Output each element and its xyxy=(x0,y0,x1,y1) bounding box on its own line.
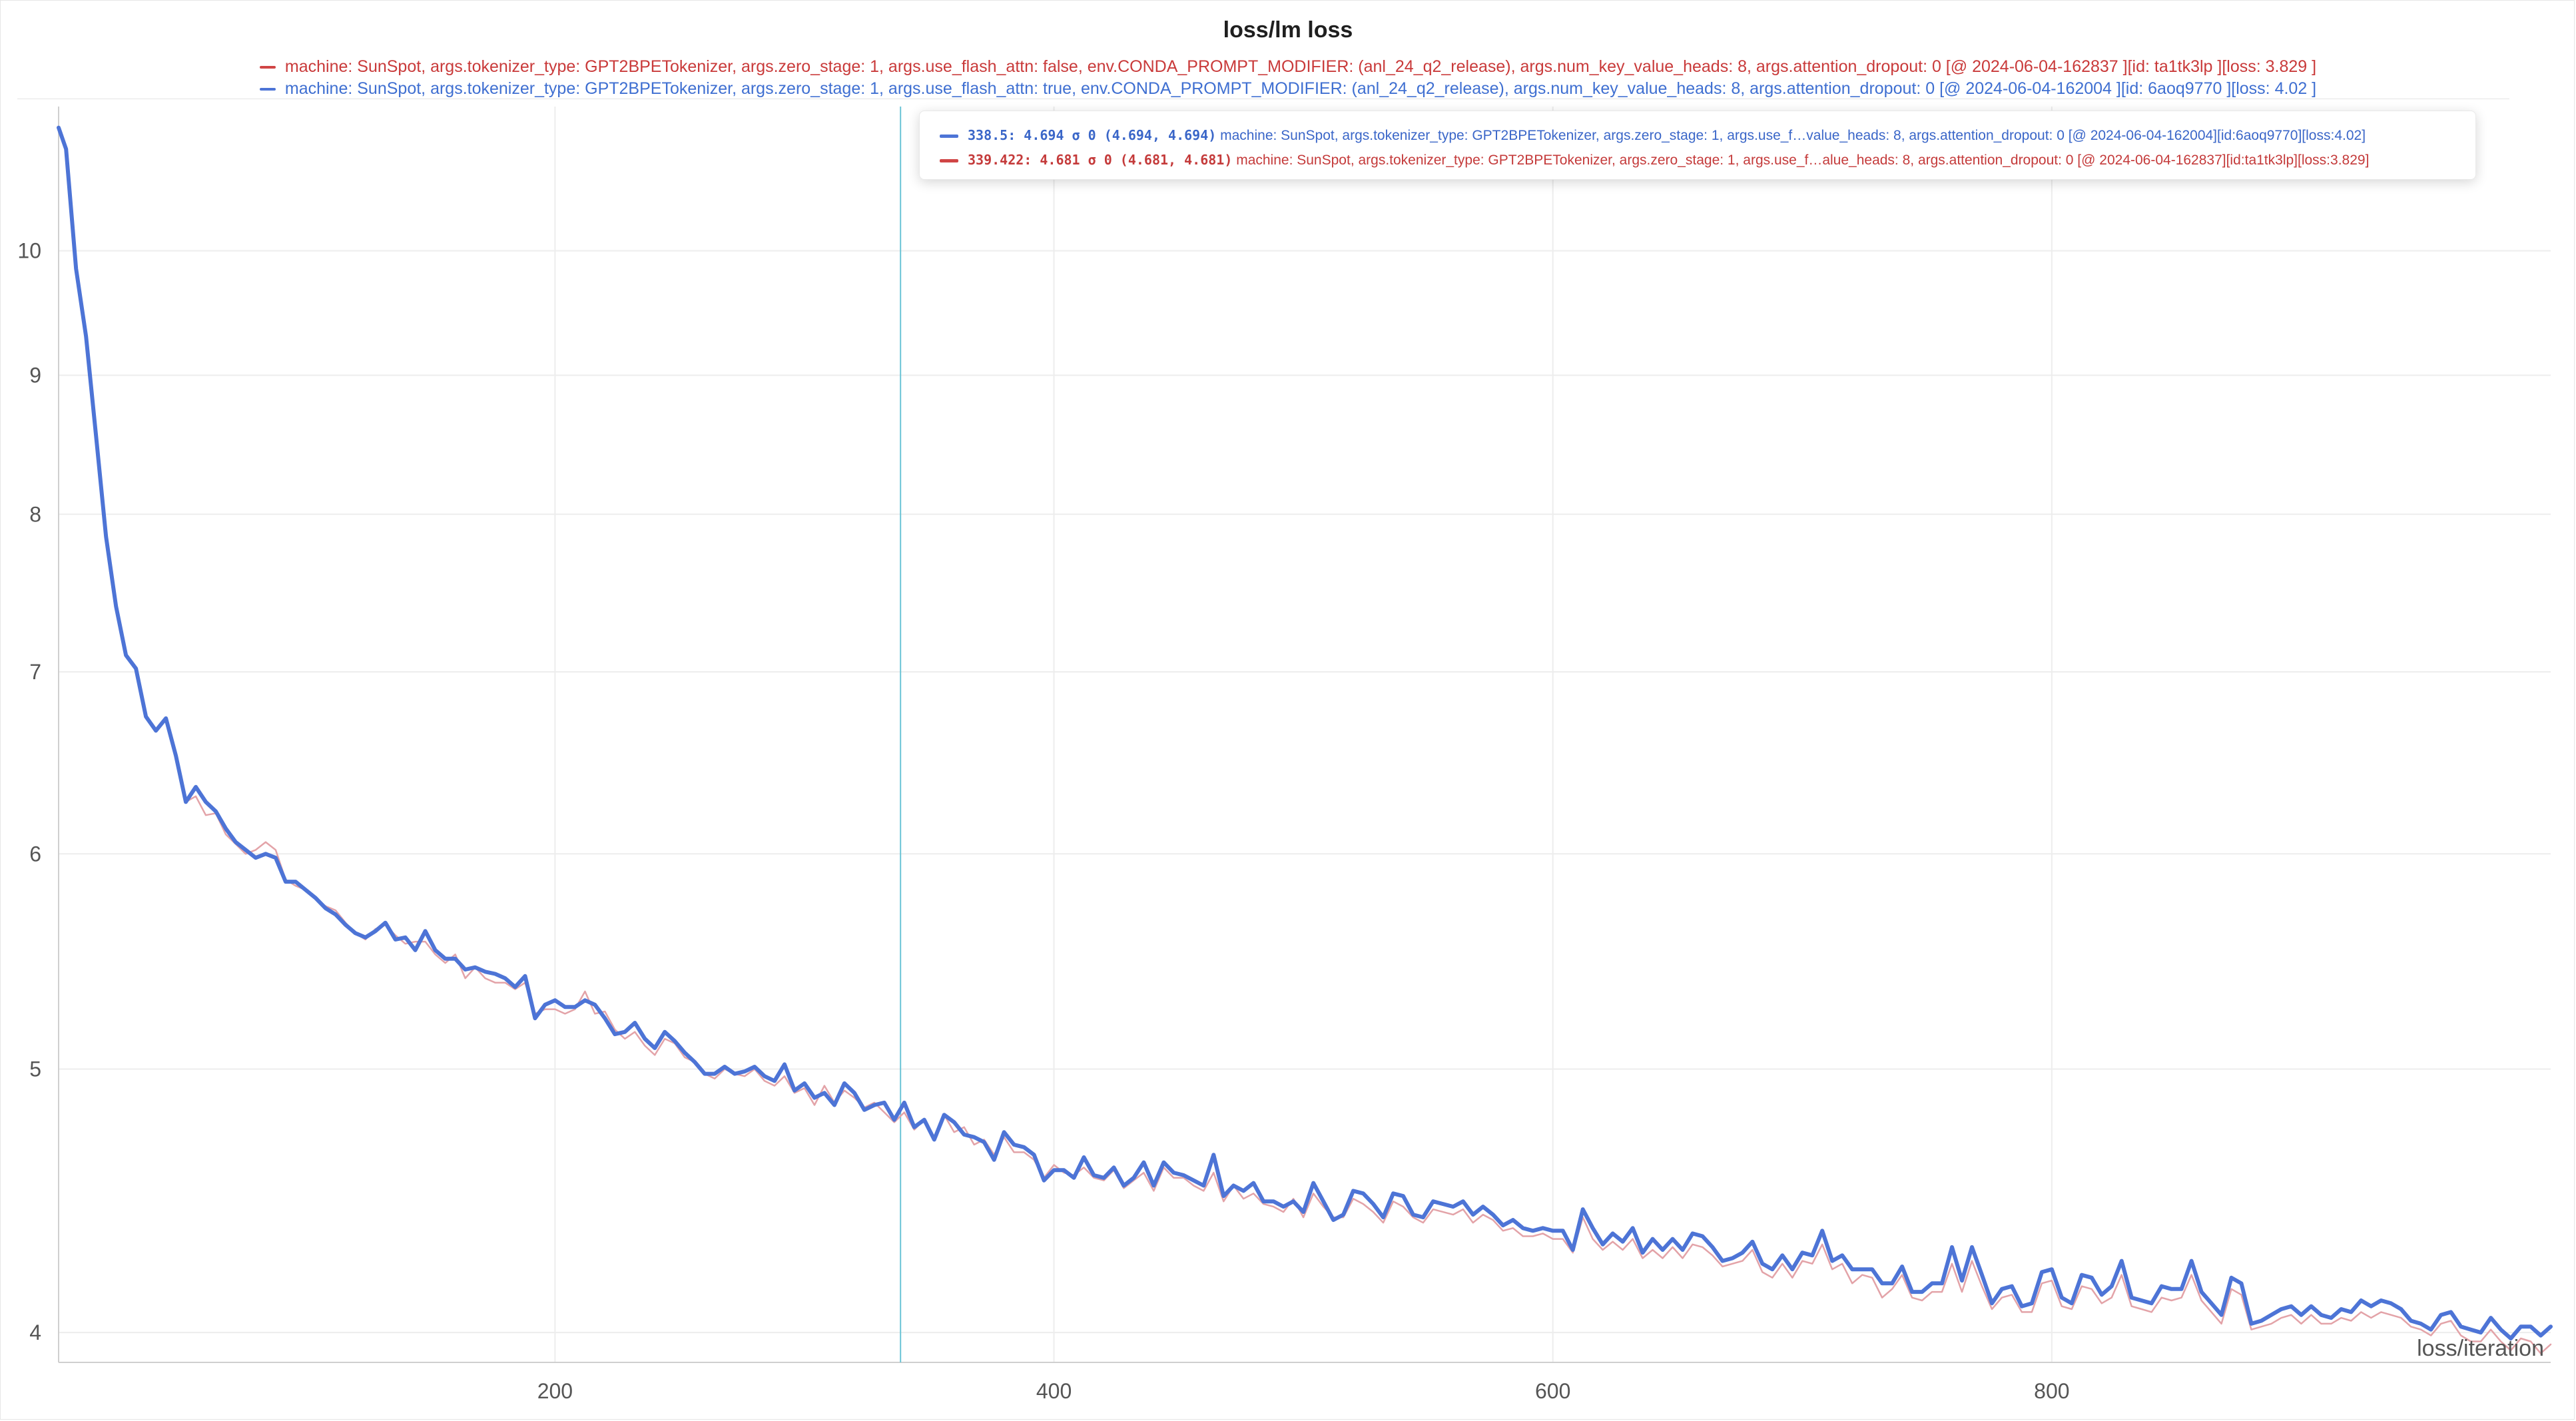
tooltip-swatch-icon xyxy=(940,134,958,138)
y-tick-label: 5 xyxy=(29,1057,41,1081)
x-tick-label: 600 xyxy=(1535,1379,1570,1403)
grid-lines xyxy=(59,107,2551,1362)
tooltip-row-run-ta1tk3lp: 339.422: 4.681 σ 0 (4.681, 4.681) machin… xyxy=(940,148,2475,172)
y-tick-label: 9 xyxy=(29,363,41,387)
legend-swatch-icon xyxy=(259,88,276,91)
y-tick-label: 4 xyxy=(29,1320,41,1344)
x-tick-label: 800 xyxy=(2034,1379,2069,1403)
legend-entry-label: machine: SunSpot, args.tokenizer_type: G… xyxy=(284,79,2317,98)
tooltip-value: 338.5: 4.694 σ 0 (4.694, 4.694) xyxy=(968,127,1217,143)
x-tick-label: 200 xyxy=(537,1379,573,1403)
y-tick-label: 6 xyxy=(29,842,41,866)
y-axis-tick-labels: 4 5 6 7 8 9 10 xyxy=(17,239,41,1344)
axes xyxy=(58,107,2551,1363)
y-tick-label: 10 xyxy=(17,239,41,263)
y-tick-label: 8 xyxy=(29,502,41,526)
x-tick-label: 400 xyxy=(1036,1379,1072,1403)
legend-entry-label: machine: SunSpot, args.tokenizer_type: G… xyxy=(284,57,2317,76)
legend: machine: SunSpot, args.tokenizer_type: G… xyxy=(0,56,2576,100)
series-line-ta1tk3lp[interactable] xyxy=(57,127,2552,1354)
hover-tooltip: 338.5: 4.694 σ 0 (4.694, 4.694) machine:… xyxy=(919,111,2476,180)
tooltip-value: 339.422: 4.681 σ 0 (4.681, 4.681) xyxy=(968,152,1233,168)
tooltip-label: machine: SunSpot, args.tokenizer_type: G… xyxy=(1236,152,2370,168)
y-tick-label: 7 xyxy=(29,660,41,684)
x-axis-title: loss/iteration xyxy=(2417,1336,2544,1361)
tooltip-swatch-icon xyxy=(940,158,958,162)
series-line-6aoq9770[interactable] xyxy=(57,125,2553,1340)
chart-title: loss/lm loss xyxy=(1223,17,1353,43)
series-lines xyxy=(57,125,2553,1354)
legend-entry-run-6aoq9770[interactable]: machine: SunSpot, args.tokenizer_type: G… xyxy=(0,78,2576,100)
x-axis-tick-labels: 200 400 600 800 xyxy=(537,1379,2070,1403)
tooltip-row-run-6aoq9770: 338.5: 4.694 σ 0 (4.694, 4.694) machine:… xyxy=(940,123,2475,148)
legend-entry-run-ta1tk3lp[interactable]: machine: SunSpot, args.tokenizer_type: G… xyxy=(0,56,2576,78)
legend-swatch-icon xyxy=(259,66,276,69)
tooltip-label: machine: SunSpot, args.tokenizer_type: G… xyxy=(1220,128,2366,143)
